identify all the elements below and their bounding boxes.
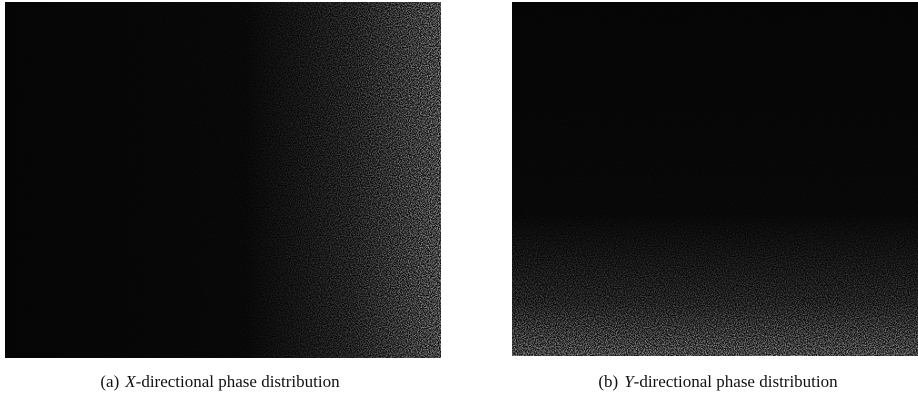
phase-image-x — [5, 2, 441, 358]
page: (a)X-directional phase distribution (b)Y… — [0, 0, 918, 400]
caption-variable: X — [125, 372, 135, 391]
caption-label: (a) — [100, 372, 119, 391]
caption-variable: Y — [624, 372, 633, 391]
caption-text: -directional phase distribution — [634, 372, 838, 391]
phase-image-y — [512, 2, 918, 356]
caption-a: (a) X-directional phase distribution — [100, 372, 339, 392]
caption-text: -directional phase distribution — [136, 372, 340, 391]
caption-b: (b) Y-directional phase distribution — [598, 372, 837, 392]
caption-label: (b) — [598, 372, 618, 391]
